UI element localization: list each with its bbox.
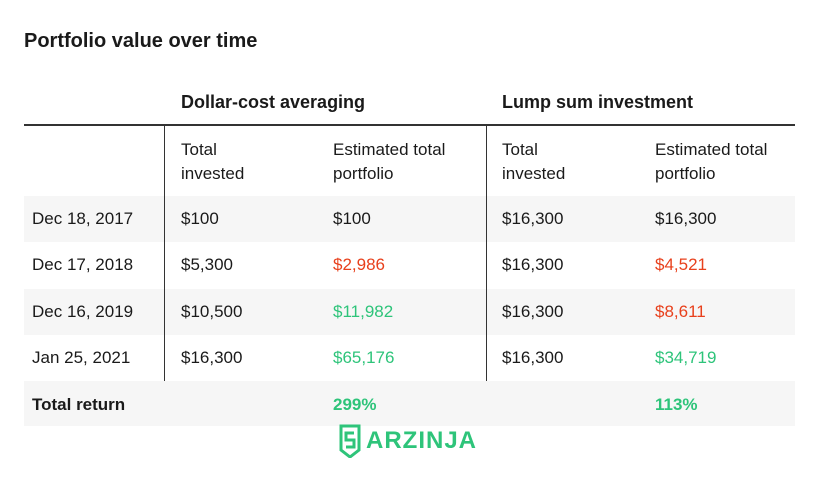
watermark-text: ARZINJA [366, 427, 478, 454]
row-label: Dec 18, 2017 [32, 209, 134, 228]
total-label: Total return [32, 395, 126, 414]
column-header: Estimated total portfolio [333, 140, 446, 183]
table-cell: $4,521 [655, 255, 707, 275]
column-header: Estimated total portfolio [655, 140, 768, 183]
total-row: Total return 299% 113% [24, 381, 795, 426]
total-cell: 113% [655, 395, 698, 414]
table-cell: $5,300 [181, 255, 233, 275]
table-cell: $100 [181, 209, 219, 228]
table-row: Dec 17, 2018 $5,300 $2,986 $16,300 $4,521 [24, 242, 795, 288]
column-header-row: Total invested Estimated total portfolio T… [24, 128, 795, 196]
title: Portfolio value over time [24, 30, 258, 52]
table-cell: $2,986 [333, 255, 385, 275]
table-cell: $16,300 [502, 209, 564, 228]
column-divider [486, 126, 487, 381]
total-cell: 299% [333, 395, 377, 414]
table-cell: $16,300 [502, 301, 564, 321]
table-cell: $34,719 [655, 347, 717, 367]
row-label: Dec 17, 2018 [32, 255, 134, 275]
table-cell: $10,500 [181, 301, 243, 321]
table-cell: $65,176 [333, 347, 395, 367]
watermark: ARZINJA [338, 424, 477, 458]
table-cell: $100 [333, 209, 371, 228]
table-cell: $16,300 [502, 255, 564, 275]
row-label: Jan 25, 2021 [32, 347, 131, 367]
table-row: Jan 25, 2021 $16,300 $65,176 $16,300 $34,719 [24, 335, 795, 381]
header-rule [24, 124, 795, 126]
table-cell: $16,300 [181, 347, 243, 367]
column-divider [164, 126, 165, 381]
group-header: Dollar-cost averaging [181, 92, 366, 112]
table-cell: $8,611 [655, 301, 706, 321]
table-cell: $16,300 [502, 347, 564, 367]
column-header: Total invested [181, 140, 245, 183]
column-header: Total invested [502, 140, 566, 183]
table-row: Dec 18, 2017 $100 $100 $16,300 $16,300 [24, 196, 795, 242]
table-cell: $16,300 [655, 209, 717, 228]
table-row: Dec 16, 2019 $10,500 $11,982 $16,300 $8,611 [24, 288, 795, 335]
watermark-logo [339, 424, 361, 458]
row-label: Dec 16, 2019 [32, 301, 134, 321]
table-cell: $11,982 [333, 301, 394, 321]
group-header: Lump sum investment [502, 92, 694, 112]
